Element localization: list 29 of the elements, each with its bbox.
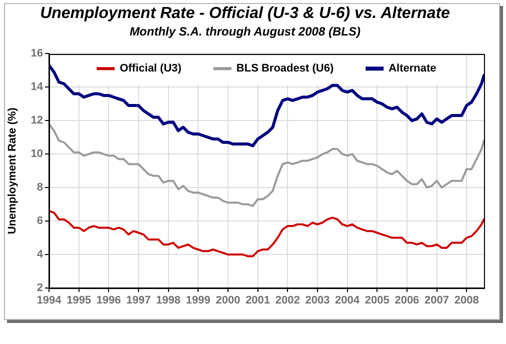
legend-label: Official (U3) xyxy=(120,62,182,75)
x-tick-label: 1999 xyxy=(186,294,210,307)
y-tick-label: 14 xyxy=(30,81,44,94)
legend-label: Alternate xyxy=(388,62,436,75)
y-tick-label: 2 xyxy=(36,282,43,294)
x-tick-label: 1995 xyxy=(66,294,92,307)
y-tick-label: 16 xyxy=(30,48,43,60)
chart-title: Unemployment Rate - Official (U-3 & U-6) vs. Alternate xyxy=(40,5,450,22)
x-tick-label: 2004 xyxy=(335,294,360,307)
x-tick-label: 2000 xyxy=(216,294,240,307)
y-tick-label: 8 xyxy=(36,182,43,194)
x-tick-label: 1996 xyxy=(96,294,121,307)
legend-label: BLS Broadest (U6) xyxy=(236,62,334,75)
x-tick-label: 2008 xyxy=(454,294,479,307)
x-tick-label: 2007 xyxy=(424,294,450,307)
x-tick-label: 2005 xyxy=(364,294,390,307)
x-tick-label: 2001 xyxy=(246,294,270,307)
x-tick-label: 2006 xyxy=(394,294,420,307)
chart-subtitle: Monthly S.A. through August 2008 (BLS) xyxy=(130,24,360,39)
y-tick-label: 4 xyxy=(36,248,44,261)
y-tick-label: 10 xyxy=(30,148,43,160)
x-tick-label: 1994 xyxy=(36,294,62,307)
y-tick-label: 12 xyxy=(30,114,43,127)
x-tick-label: 2003 xyxy=(305,294,330,307)
x-tick-label: 1998 xyxy=(156,294,181,307)
x-tick-label: 1997 xyxy=(126,294,151,307)
y-tick-label: 6 xyxy=(36,215,43,228)
y-axis-title: Unemployment Rate (%) xyxy=(6,107,19,234)
x-tick-label: 2002 xyxy=(275,294,300,307)
